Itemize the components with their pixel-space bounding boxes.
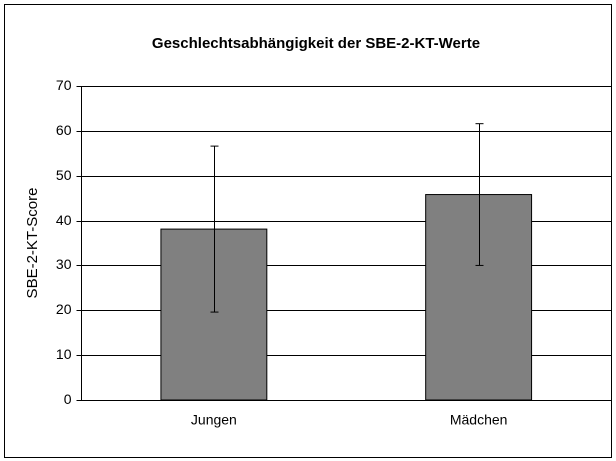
bar xyxy=(425,194,533,401)
y-tick-label: 30 xyxy=(56,256,72,272)
y-tick-label: 20 xyxy=(56,301,72,317)
bar xyxy=(160,228,268,401)
y-tick-label: 10 xyxy=(56,346,72,362)
y-tick-label: 70 xyxy=(56,77,72,93)
x-tick-label: Jungen xyxy=(191,412,237,428)
y-tick-label: 50 xyxy=(56,167,72,183)
y-axis-label: SBE-2-KT-Score xyxy=(24,188,41,299)
chart-title: Geschlechtsabhängigkeit der SBE-2-KT-Wer… xyxy=(152,35,480,52)
x-tick-label: Mädchen xyxy=(450,412,508,428)
y-tick-label: 40 xyxy=(56,212,72,228)
y-tick-label: 60 xyxy=(56,122,72,138)
y-tick-label: 0 xyxy=(64,391,72,407)
